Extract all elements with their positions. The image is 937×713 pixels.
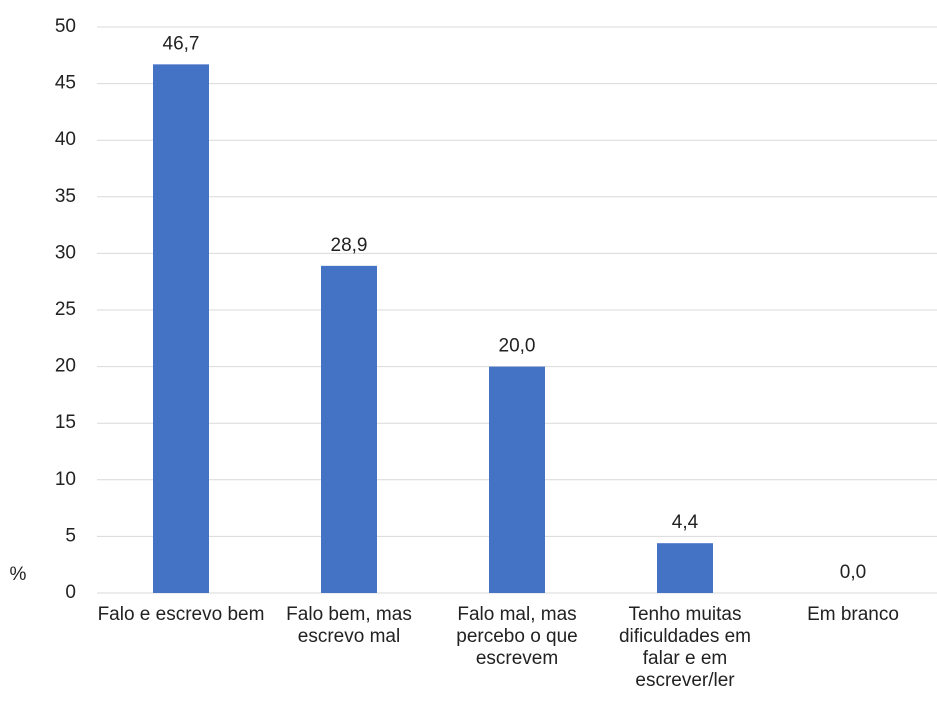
x-tick-label: Tenho muitas dificuldades em falar e em …	[618, 604, 752, 691]
value-label: 28,9	[331, 235, 368, 256]
y-tick-label: 0	[65, 582, 76, 603]
value-label: 0,0	[840, 562, 866, 583]
y-tick-label: 5	[65, 525, 76, 546]
y-axis-label: %	[10, 564, 27, 585]
x-tick-label: Falo mal, mas percebo o que escrevem	[456, 604, 578, 669]
x-tick-label: Em branco	[807, 604, 899, 625]
value-label: 4,4	[672, 512, 699, 533]
value-label: 20,0	[499, 336, 536, 357]
bar	[153, 64, 209, 593]
y-tick-label: 20	[55, 356, 76, 377]
y-tick-label: 50	[55, 16, 76, 37]
bar	[321, 265, 377, 593]
y-tick-label: 35	[55, 186, 76, 207]
y-tick-label: 45	[55, 73, 76, 94]
bar	[657, 543, 713, 593]
x-tick-label: Falo bem, mas escrevo mal	[286, 604, 412, 647]
value-label: 46,7	[163, 33, 200, 54]
x-tick-label: Falo e escrevo bem	[97, 604, 265, 625]
bar	[489, 366, 545, 593]
y-tick-label: 10	[55, 469, 76, 490]
y-tick-label: 25	[55, 299, 76, 320]
y-tick-label: 15	[55, 412, 76, 433]
y-tick-label: 40	[55, 129, 76, 150]
y-tick-label: 30	[55, 242, 76, 263]
